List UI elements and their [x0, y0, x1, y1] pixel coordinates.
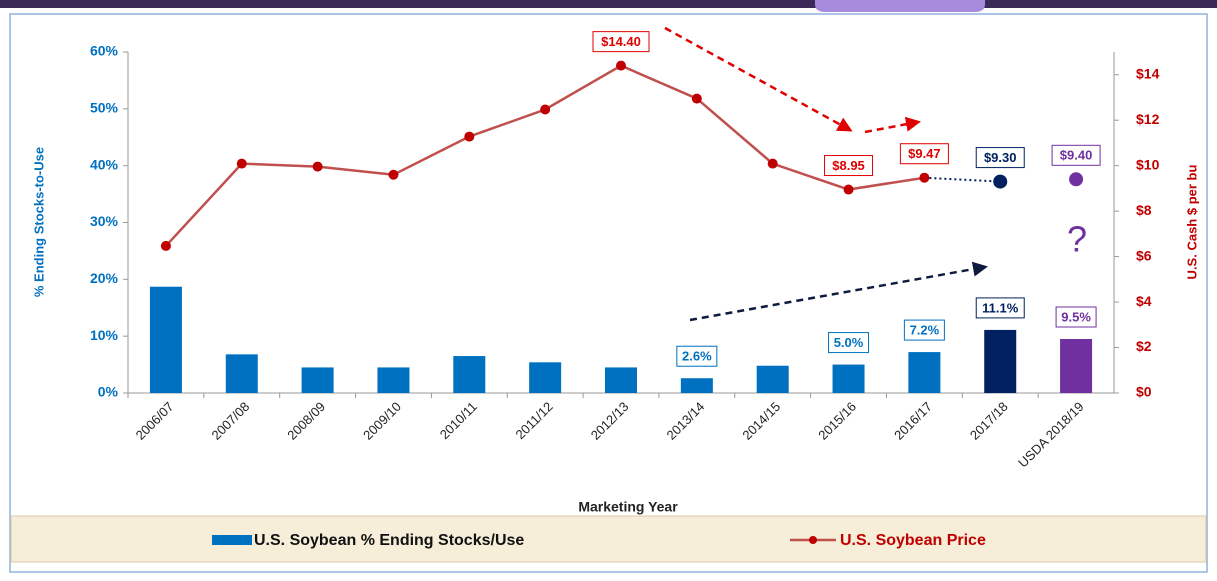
data-label-box: [1055, 306, 1097, 328]
legend-swatch: [212, 535, 252, 545]
chart-frame: [9, 13, 1208, 573]
marker: [919, 172, 930, 183]
bar: [301, 367, 334, 393]
y-tick-label: 50%: [90, 100, 119, 116]
top-band: [0, 0, 1217, 8]
x-tick-label: 2016/17: [891, 399, 935, 443]
marker: [993, 174, 1008, 189]
y-axis-title: % Ending Stocks-to-Use: [31, 147, 46, 297]
x-tick-label: 2010/11: [437, 399, 480, 442]
data-label: $14.40: [601, 34, 641, 49]
marker: [1069, 172, 1084, 187]
data-label-box: [1051, 144, 1101, 166]
y-tick-label: 0%: [98, 384, 119, 400]
x-tick-label: 2015/16: [815, 399, 859, 443]
data-label: 11.1%: [982, 300, 1019, 315]
x-tick-label: USDA 2018/19: [1015, 399, 1086, 470]
bar: [605, 367, 637, 393]
bar: [832, 364, 865, 393]
x-tick-label: 2013/14: [664, 399, 708, 443]
legend-label: U.S. Soybean % Ending Stocks/Use: [254, 532, 524, 549]
data-label-box: [828, 332, 870, 354]
line: [165, 64, 925, 247]
x-tick-label: 2012/13: [588, 399, 632, 443]
arrow: [664, 26, 853, 132]
marker: [540, 104, 551, 115]
marker: [312, 161, 323, 172]
annotation: ?: [1067, 219, 1087, 260]
bar: [529, 362, 562, 393]
bar: [453, 356, 486, 393]
data-label: 2.6%: [682, 349, 712, 364]
data-label-box: [975, 297, 1025, 319]
x-tick-label: 2017/18: [967, 399, 1011, 443]
y-tick-label: 10%: [90, 327, 119, 343]
data-label: 9.5%: [1061, 309, 1091, 324]
y2-tick-label: $12: [1136, 111, 1160, 127]
y2-tick-label: $2: [1136, 338, 1152, 354]
marker: [691, 93, 702, 104]
data-label: $8.95: [832, 158, 865, 173]
legend-marker: [809, 536, 817, 544]
y2-tick-label: $6: [1136, 247, 1152, 263]
x-tick-label: 2008/09: [284, 399, 328, 443]
data-label: $9.40: [1060, 148, 1093, 163]
marker: [236, 158, 247, 169]
y-tick-label: 30%: [90, 213, 119, 229]
data-label-box: [975, 147, 1025, 169]
bar: [1060, 339, 1093, 393]
data-label-box: [676, 345, 718, 367]
y2-tick-label: $10: [1136, 156, 1160, 172]
arrow: [689, 261, 988, 322]
data-label: 5.0%: [834, 335, 864, 350]
data-label-box: [824, 155, 874, 177]
bar: [908, 352, 941, 393]
marker: [464, 131, 475, 142]
marker: [160, 240, 171, 251]
y-tick-label: 40%: [90, 156, 119, 172]
y-tick-label: 20%: [90, 270, 119, 286]
y2-tick-label: $8: [1136, 202, 1152, 218]
bar: [225, 354, 258, 393]
y2-tick-label: $14: [1136, 65, 1160, 81]
data-label: $9.30: [984, 150, 1017, 165]
data-label-box: [592, 31, 650, 53]
marker: [767, 158, 778, 169]
y2-tick-label: $4: [1136, 293, 1152, 309]
y-tick-label: 60%: [90, 43, 119, 59]
x-tick-label: 2014/15: [739, 399, 783, 443]
bar: [149, 286, 182, 393]
bar: [984, 329, 1017, 393]
x-axis-title: Marketing Year: [578, 499, 678, 515]
data-label: 7.2%: [910, 323, 940, 338]
x-tick-label: 2011/12: [513, 399, 556, 442]
x-tick-label: 2006/07: [133, 399, 177, 443]
marker: [616, 60, 626, 71]
marker: [388, 169, 399, 180]
x-tick-label: 2009/10: [360, 399, 404, 443]
top-tab: [815, 0, 985, 12]
x-tick-label: 2007/08: [208, 399, 252, 443]
marker: [843, 184, 854, 195]
bar: [377, 367, 410, 393]
y2-axis-title: U.S. Cash $ per bu: [1184, 165, 1199, 280]
arrow: [864, 116, 921, 134]
projection-line: [924, 176, 1001, 183]
y2-tick-label: $0: [1136, 384, 1152, 400]
data-label: $9.47: [908, 146, 941, 161]
data-label-box: [903, 319, 945, 341]
data-label-box: [899, 143, 949, 165]
legend-strip: [10, 515, 1207, 563]
bar: [756, 365, 789, 393]
legend-label: U.S. Soybean Price: [840, 532, 986, 549]
bar: [680, 378, 713, 393]
